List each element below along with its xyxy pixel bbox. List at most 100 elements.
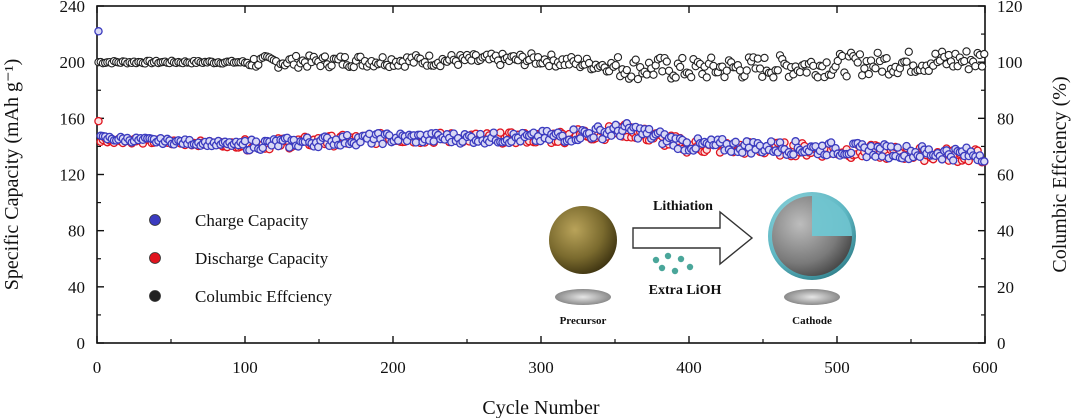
data-point [94,116,103,126]
data-point [320,52,330,61]
y-left-axis-title: Specific Capacity (mAh g⁻¹) [1,59,23,290]
data-point [251,137,261,146]
lioh-particles [652,252,694,275]
y-left-tick-label: 160 [60,109,86,128]
data-point [882,54,891,63]
x-tick-label: 300 [528,358,554,377]
data-point [902,57,911,66]
data-point [860,64,869,73]
data-point [316,61,325,71]
data-layer [94,27,989,167]
y-right-tick-label: 40 [997,222,1014,241]
data-point [760,53,769,63]
data-point [496,60,505,70]
data-point [893,143,902,152]
data-point [931,49,940,58]
y-left-tick-label: 120 [60,166,86,185]
data-point [631,55,640,64]
data-point [738,148,747,157]
data-point [886,142,896,151]
data-point [877,67,887,76]
data-point [258,143,268,153]
data-point [644,124,654,134]
data-point [766,137,776,146]
data-point [691,144,700,153]
data-point [948,156,958,165]
lioh-particle [652,256,660,264]
data-point [826,138,836,147]
data-point [838,51,847,61]
data-point [722,66,731,75]
data-point [742,66,751,75]
x-axis-title: Cycle Number [482,397,600,418]
y-left-tick-label: 240 [60,0,86,16]
data-point [822,150,831,160]
data-point [980,49,989,59]
x-tick-label: 600 [972,358,998,377]
data-point [915,152,925,161]
y-right-tick-label: 100 [997,53,1023,72]
data-point [971,62,980,71]
legend-label-discharge: Discharge Capacity [195,249,329,268]
data-point [937,155,947,164]
y-right-tick-label: 60 [997,166,1014,185]
data-point [977,62,987,71]
precursor-shadow [555,289,611,305]
data-point [855,50,865,59]
data-point [611,61,620,70]
data-point [822,58,831,67]
data-point [240,136,250,146]
data-point [846,148,856,158]
data-point [758,72,767,82]
data-point [858,71,867,80]
data-point [682,138,692,147]
y-right-axis-title: Columbic Effciency (%) [1049,76,1071,272]
data-point [633,74,643,84]
data-point [707,53,716,62]
y-right-tick-label: 0 [997,334,1006,353]
series-charge-capacity [94,27,989,166]
data-point [342,130,352,140]
data-point [291,51,301,61]
data-point [327,61,336,70]
data-point [622,65,631,75]
y-left-tick-label: 80 [68,222,85,241]
data-point [589,133,598,142]
data-point [453,60,463,69]
y-right-tick-label: 20 [997,278,1014,297]
inset-schematic: Precursor Lithiation Extra LiOH Cathode [549,192,856,327]
data-point [687,73,696,82]
data-point [678,53,687,63]
x-tick-label: 100 [232,358,258,377]
data-point [924,66,933,76]
data-point [964,65,973,74]
lioh-particle [671,267,679,275]
data-point [960,56,969,66]
data-point [871,64,880,73]
data-point [769,73,778,82]
data-point [731,137,740,147]
data-point [489,128,498,137]
x-tick-label: 400 [676,358,702,377]
data-point [904,47,913,56]
data-point [573,54,583,63]
data-point [671,73,680,82]
y-right-tick-label: 80 [997,109,1014,128]
lithiation-label: Lithiation [653,199,713,214]
lioh-particle [664,252,672,260]
data-point [789,150,798,159]
data-point [658,67,667,76]
cathode-shadow [784,289,840,305]
data-point [340,52,350,62]
data-point [702,73,711,82]
data-point [980,157,989,166]
lioh-particle [686,263,694,271]
data-point [400,62,409,71]
series-columbic-effciency [94,47,989,84]
data-point [673,144,683,154]
data-point [569,125,578,134]
legend-marker-charge [149,214,161,226]
data-point [864,69,873,79]
